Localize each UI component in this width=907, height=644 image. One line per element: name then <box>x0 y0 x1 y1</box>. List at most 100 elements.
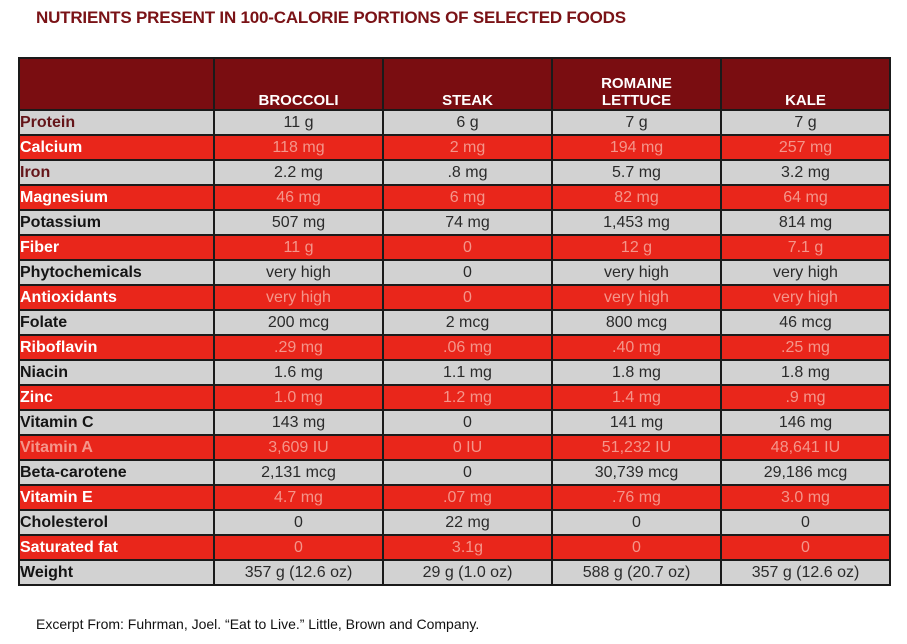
table-row: Calcium 118 mg 2 mg 194 mg 257 mg <box>18 134 891 161</box>
value-cell: 3,609 IU <box>213 434 384 461</box>
row-label: Magnesium <box>18 184 215 211</box>
row-label: Iron <box>18 159 215 186</box>
row-label: Potassium <box>18 209 215 236</box>
row-label: Phytochemicals <box>18 259 215 286</box>
value-cell: 7.1 g <box>720 234 891 261</box>
value-cell: 0 <box>720 534 891 561</box>
value-cell: very high <box>551 284 722 311</box>
value-cell: 11 g <box>213 234 384 261</box>
table-row: Vitamin A 3,609 IU 0 IU 51,232 IU 48,641 IU <box>18 434 891 461</box>
row-label: Folate <box>18 309 215 336</box>
value-cell: 82 mg <box>551 184 722 211</box>
value-cell: 507 mg <box>213 209 384 236</box>
row-label: Antioxidants <box>18 284 215 311</box>
value-cell: 5.7 mg <box>551 159 722 186</box>
column-header-steak: STEAK <box>382 57 553 111</box>
value-cell: 0 <box>382 459 553 486</box>
row-label: Protein <box>18 109 215 136</box>
value-cell: 0 <box>382 259 553 286</box>
row-label: Zinc <box>18 384 215 411</box>
value-cell: 0 <box>382 234 553 261</box>
value-cell: 3.1g <box>382 534 553 561</box>
value-cell: 48,641 IU <box>720 434 891 461</box>
value-cell: .25 mg <box>720 334 891 361</box>
value-cell: 2 mcg <box>382 309 553 336</box>
value-cell: 200 mcg <box>213 309 384 336</box>
value-cell: 814 mg <box>720 209 891 236</box>
value-cell: 118 mg <box>213 134 384 161</box>
column-header-label: BROCCOLI <box>258 91 339 109</box>
value-cell: 0 <box>551 509 722 536</box>
value-cell: 4.7 mg <box>213 484 384 511</box>
nutrients-table: BROCCOLI STEAK ROMAINE LETTUCE KALE Protein… <box>18 57 891 586</box>
table-header: BROCCOLI STEAK ROMAINE LETTUCE KALE <box>18 57 891 111</box>
value-cell: 29,186 mcg <box>720 459 891 486</box>
footer-citation: Excerpt From: Fuhrman, Joel. “Eat to Liv… <box>36 616 480 632</box>
table-row: Magnesium 46 mg 6 mg 82 mg 64 mg <box>18 184 891 211</box>
table-row: Cholesterol 0 22 mg 0 0 <box>18 509 891 536</box>
value-cell: 194 mg <box>551 134 722 161</box>
value-cell: 257 mg <box>720 134 891 161</box>
value-cell: 0 IU <box>382 434 553 461</box>
value-cell: .07 mg <box>382 484 553 511</box>
table-row: Vitamin E 4.7 mg .07 mg .76 mg 3.0 mg <box>18 484 891 511</box>
value-cell: 1.8 mg <box>720 359 891 386</box>
value-cell: 46 mg <box>213 184 384 211</box>
value-cell: 0 <box>213 534 384 561</box>
value-cell: 74 mg <box>382 209 553 236</box>
page-title: NUTRIENTS PRESENT IN 100-CALORIE PORTION… <box>36 8 626 27</box>
table-row: Antioxidants very high 0 very high very high <box>18 284 891 311</box>
value-cell: 357 g (12.6 oz) <box>720 559 891 586</box>
value-cell: 6 mg <box>382 184 553 211</box>
column-header-romaine-lettuce: ROMAINE LETTUCE <box>551 57 722 111</box>
row-label: Fiber <box>18 234 215 261</box>
value-cell: 0 <box>551 534 722 561</box>
value-cell: very high <box>213 284 384 311</box>
value-cell: 1.4 mg <box>551 384 722 411</box>
row-label: Vitamin E <box>18 484 215 511</box>
value-cell: 357 g (12.6 oz) <box>213 559 384 586</box>
corner-cell <box>18 57 215 111</box>
value-cell: 46 mcg <box>720 309 891 336</box>
value-cell: 0 <box>720 509 891 536</box>
row-label: Riboflavin <box>18 334 215 361</box>
value-cell: .8 mg <box>382 159 553 186</box>
value-cell: 143 mg <box>213 409 384 436</box>
value-cell: 30,739 mcg <box>551 459 722 486</box>
table-row: Fiber 11 g 0 12 g 7.1 g <box>18 234 891 261</box>
value-cell: 588 g (20.7 oz) <box>551 559 722 586</box>
value-cell: 2.2 mg <box>213 159 384 186</box>
table-row: Iron 2.2 mg .8 mg 5.7 mg 3.2 mg <box>18 159 891 186</box>
table-row: Phytochemicals very high 0 very high very hi… <box>18 259 891 286</box>
row-label: Saturated fat <box>18 534 215 561</box>
row-label: Weight <box>18 559 215 586</box>
value-cell: .29 mg <box>213 334 384 361</box>
value-cell: very high <box>213 259 384 286</box>
column-header-label: ROMAINE LETTUCE <box>601 74 672 109</box>
value-cell: 1.1 mg <box>382 359 553 386</box>
value-cell: very high <box>720 284 891 311</box>
table-row: Beta-carotene 2,131 mcg 0 30,739 mcg 29,186 … <box>18 459 891 486</box>
table-row: Zinc 1.0 mg 1.2 mg 1.4 mg .9 mg <box>18 384 891 411</box>
value-cell: 7 g <box>720 109 891 136</box>
table-row: Potassium 507 mg 74 mg 1,453 mg 814 mg <box>18 209 891 236</box>
column-header-label: STEAK <box>442 91 493 109</box>
table-row: Weight 357 g (12.6 oz) 29 g (1.0 oz) 588 g … <box>18 559 891 586</box>
value-cell: 3.0 mg <box>720 484 891 511</box>
value-cell: 29 g (1.0 oz) <box>382 559 553 586</box>
value-cell: 800 mcg <box>551 309 722 336</box>
value-cell: 1,453 mg <box>551 209 722 236</box>
value-cell: 3.2 mg <box>720 159 891 186</box>
value-cell: very high <box>551 259 722 286</box>
value-cell: 1.6 mg <box>213 359 384 386</box>
value-cell: 1.2 mg <box>382 384 553 411</box>
column-header-broccoli: BROCCOLI <box>213 57 384 111</box>
column-header-label: KALE <box>785 91 826 109</box>
column-header-kale: KALE <box>720 57 891 111</box>
value-cell: 11 g <box>213 109 384 136</box>
row-label: Vitamin A <box>18 434 215 461</box>
value-cell: 22 mg <box>382 509 553 536</box>
value-cell: 6 g <box>382 109 553 136</box>
